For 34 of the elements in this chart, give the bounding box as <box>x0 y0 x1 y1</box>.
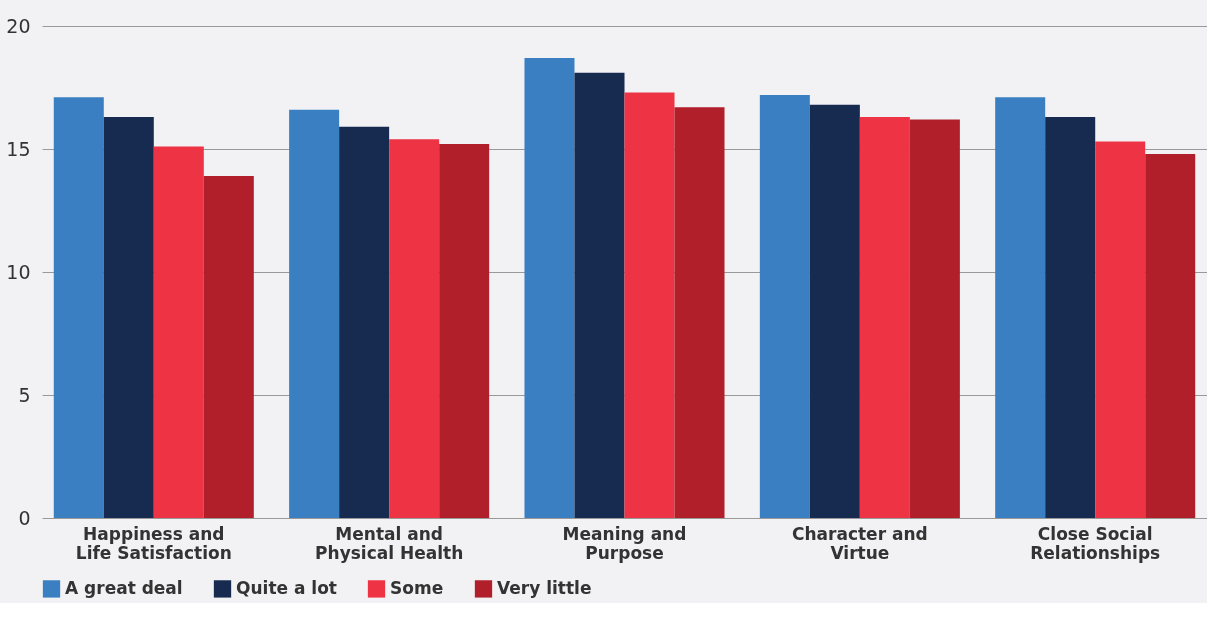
bar <box>153 146 204 518</box>
bar <box>1095 141 1146 518</box>
legend-label: A great deal <box>65 577 183 598</box>
x-tick-label: Close Social Relationships <box>1030 523 1161 563</box>
x-tick-label: Happiness and Life Satisfaction <box>75 523 232 563</box>
bar <box>203 176 254 518</box>
bar <box>439 144 490 518</box>
y-tick-label: 15 <box>6 137 31 160</box>
y-tick-label: 5 <box>18 383 31 406</box>
legend-label: Quite a lot <box>236 577 337 598</box>
y-tick-label: 20 <box>6 14 31 37</box>
x-tick-label: Meaning and Purpose <box>562 523 687 563</box>
bar <box>524 57 575 518</box>
bar <box>1145 153 1196 518</box>
bar <box>759 94 810 518</box>
bar <box>859 117 910 518</box>
bar <box>1045 117 1096 518</box>
bar <box>574 72 625 518</box>
y-tick-label: 10 <box>6 260 31 283</box>
legend-label: Very little <box>497 577 592 598</box>
bar <box>674 107 725 518</box>
x-tick-label: Character and Virtue <box>792 523 928 563</box>
y-tick-label: 0 <box>18 506 31 529</box>
bar <box>389 139 440 518</box>
bar <box>289 109 340 518</box>
legend-label: Some <box>390 577 444 598</box>
bar <box>339 126 390 518</box>
bar <box>809 104 860 518</box>
bar <box>624 92 675 518</box>
x-tick-label: Mental and Physical Health <box>315 523 464 563</box>
bar <box>995 97 1046 518</box>
bar <box>103 117 154 518</box>
bar <box>909 119 960 518</box>
bar <box>53 97 104 518</box>
